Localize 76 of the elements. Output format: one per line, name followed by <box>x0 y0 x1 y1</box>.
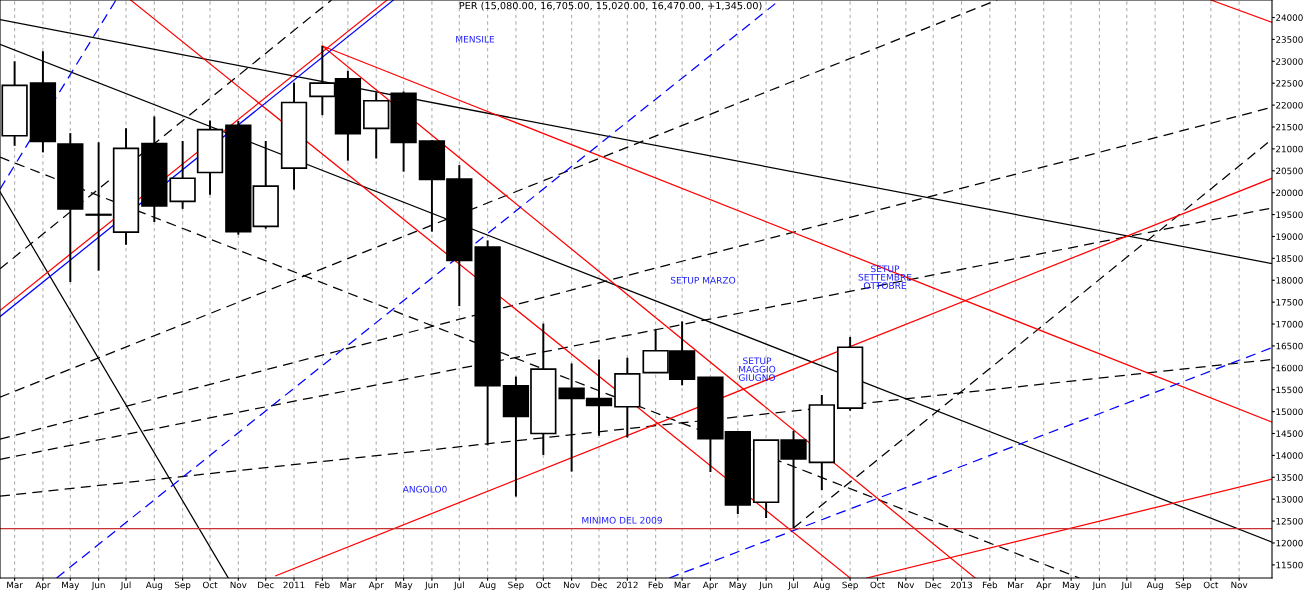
y-tick-label: 18000 <box>1276 277 1303 284</box>
chart-title: PER (15,080.00, 16,705.00, 15,020.00, 16,470.00, +1,345.00) <box>459 1 762 11</box>
x-tick-label: 2013 <box>951 581 972 589</box>
x-tick-label: Aug <box>479 581 496 590</box>
x-tick-label: 2012 <box>616 581 638 589</box>
x-tick-label: Oct <box>1203 581 1219 589</box>
x-tick-label: Oct <box>870 581 885 589</box>
x-tick-label: Mar <box>7 581 23 589</box>
x-tick-label: 2011 <box>283 581 305 589</box>
y-tick-label: 20500 <box>1276 167 1303 175</box>
x-tick-label: Jul <box>787 581 798 590</box>
x-tick-label: Nov <box>898 581 915 589</box>
y-tick-label: 22000 <box>1276 101 1303 109</box>
x-tick-label: May <box>395 581 413 590</box>
x-tick-label: Jun <box>91 581 105 590</box>
x-tick-label: Apr <box>368 581 384 590</box>
x-tick-label: Sep <box>508 581 524 590</box>
y-tick-label: 14500 <box>1276 430 1303 437</box>
y-tick-label: 24000 <box>1276 14 1303 21</box>
x-tick-label: Jul <box>453 581 464 590</box>
x-tick-label: Nov <box>563 581 580 589</box>
x-tick-label: Sep <box>174 581 191 590</box>
x-tick-label: May <box>1062 581 1080 590</box>
y-tick-label: 20000 <box>1276 189 1303 197</box>
x-tick-label: Nov <box>1231 581 1248 589</box>
annotation: ANGOLO0 <box>402 485 447 493</box>
y-tick-label: 23000 <box>1276 58 1303 65</box>
y-tick-label: 18500 <box>1276 255 1303 262</box>
y-tick-label: 16000 <box>1276 364 1303 372</box>
y-tick-label: 14000 <box>1276 452 1303 459</box>
y-tick-label: 16500 <box>1276 342 1303 350</box>
x-tick-label: Dec <box>258 581 274 589</box>
y-tick-label: 17000 <box>1276 320 1303 328</box>
x-tick-label: Mar <box>340 581 357 589</box>
x-tick-label: Aug <box>145 581 163 590</box>
x-tick-label: Feb <box>315 581 330 589</box>
x-tick-label: Jul <box>1121 581 1132 590</box>
y-tick-label: 15000 <box>1276 408 1303 416</box>
x-tick-label: Oct <box>536 581 551 589</box>
annotation: SETUP MARZO <box>670 276 736 284</box>
y-tick-label: 17500 <box>1276 298 1303 306</box>
x-tick-label: Dec <box>591 581 607 589</box>
x-tick-label: Nov <box>230 581 247 589</box>
annotation: MENSILE <box>456 35 495 43</box>
y-tick-label: 22500 <box>1276 80 1303 87</box>
x-tick-label: Apr <box>702 581 718 590</box>
x-tick-label: May <box>729 581 747 590</box>
x-tick-label: Jun <box>424 581 439 590</box>
y-tick-label: 13000 <box>1276 496 1303 503</box>
x-tick-label: Mar <box>674 581 691 589</box>
x-tick-label: Feb <box>982 581 998 589</box>
y-tick-label: 12500 <box>1276 517 1303 525</box>
x-tick-label: Jun <box>758 581 773 590</box>
x-tick-label: Aug <box>1146 581 1163 590</box>
y-tick-label: 19000 <box>1276 233 1303 240</box>
y-tick-label: 21500 <box>1276 123 1303 131</box>
annotation: MINIMO DEL 2009 <box>582 516 662 524</box>
y-tick-label: 23500 <box>1276 36 1303 43</box>
y-tick-label: 13500 <box>1276 474 1303 481</box>
x-tick-label: Sep <box>842 581 858 590</box>
y-tick-label: 19500 <box>1276 211 1303 219</box>
x-tick-label: Jul <box>120 581 131 590</box>
x-tick-label: Feb <box>648 581 663 589</box>
y-tick-label: 11500 <box>1276 561 1303 569</box>
x-tick-label: Mar <box>1008 581 1024 589</box>
x-tick-label: Sep <box>1175 581 1192 590</box>
x-tick-label: Apr <box>35 581 51 590</box>
x-tick-label: Dec <box>925 581 942 589</box>
x-tick-label: Apr <box>1036 581 1052 590</box>
x-tick-label: May <box>62 581 80 590</box>
y-tick-label: 15500 <box>1276 386 1303 394</box>
x-tick-label: Oct <box>202 581 218 589</box>
x-tick-label: Jun <box>1092 581 1106 590</box>
y-tick-label: 12000 <box>1276 539 1303 547</box>
y-tick-label: 21000 <box>1276 145 1303 153</box>
x-tick-label: Aug <box>813 581 830 590</box>
